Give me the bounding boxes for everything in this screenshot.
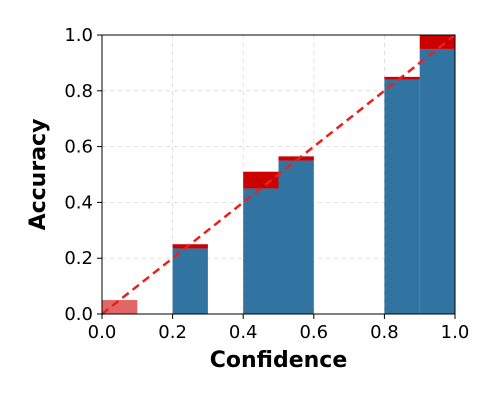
gap-bar <box>172 244 208 249</box>
x-tick-label: 0.8 <box>370 322 399 343</box>
y-tick-label: 0.4 <box>64 192 93 213</box>
y-tick-label: 0.0 <box>64 304 93 325</box>
diagonal-reference <box>101 34 456 315</box>
accuracy-bar <box>384 79 420 314</box>
x-axis-label: Confidence <box>210 348 348 373</box>
x-tick-label: 0.0 <box>88 322 117 343</box>
x-tick-label: 0.4 <box>229 322 258 343</box>
x-tick-label: 0.2 <box>158 322 187 343</box>
accuracy-bar <box>243 188 279 314</box>
gap-bar <box>243 171 279 189</box>
accuracy-bar <box>278 160 314 314</box>
x-tick-label: 0.6 <box>299 322 328 343</box>
gap-bar <box>278 156 314 161</box>
x-tick-label: 1.0 <box>441 322 470 343</box>
plot-frame <box>101 34 456 315</box>
y-tick-label: 0.6 <box>64 137 93 158</box>
accuracy-bar <box>419 48 455 314</box>
perfect-calibration-line <box>101 34 456 315</box>
gap-bar <box>419 35 455 49</box>
ticks: 0.0 0.2 0.4 0.6 0.8 1.0 0.0 0.2 0.4 0.6 0.8 1.0 <box>64 25 469 343</box>
accuracy-bar <box>172 248 208 314</box>
gap-bar <box>102 300 138 314</box>
bars <box>102 35 455 314</box>
y-tick-label: 0.2 <box>64 248 93 269</box>
y-tick-label: 1.0 <box>64 25 93 46</box>
y-axis-label: Accuracy <box>26 119 51 231</box>
y-tick-label: 0.8 <box>64 81 93 102</box>
